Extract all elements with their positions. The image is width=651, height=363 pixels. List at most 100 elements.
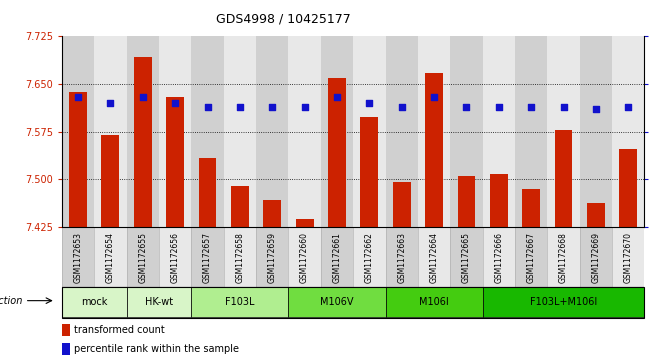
Bar xyxy=(418,227,450,287)
Point xyxy=(105,100,116,106)
Text: F103L+M106I: F103L+M106I xyxy=(530,297,597,307)
Bar xyxy=(482,287,644,317)
Text: GSM1172663: GSM1172663 xyxy=(397,232,406,283)
Bar xyxy=(353,227,385,287)
Text: GSM1172660: GSM1172660 xyxy=(300,232,309,283)
Point xyxy=(137,94,148,100)
Text: F103L: F103L xyxy=(225,297,255,307)
Point xyxy=(73,94,83,100)
Text: GSM1172669: GSM1172669 xyxy=(592,232,600,283)
Point xyxy=(202,104,213,110)
Point xyxy=(559,104,569,110)
Bar xyxy=(62,343,70,355)
Bar xyxy=(619,149,637,227)
Bar xyxy=(199,158,216,227)
Point xyxy=(493,104,504,110)
Point xyxy=(299,104,310,110)
Text: GSM1172661: GSM1172661 xyxy=(333,232,342,282)
Text: GSM1172665: GSM1172665 xyxy=(462,232,471,283)
Bar xyxy=(580,227,612,287)
Point xyxy=(623,104,633,110)
Text: GSM1172670: GSM1172670 xyxy=(624,232,633,283)
Bar xyxy=(321,36,353,227)
Text: GSM1172658: GSM1172658 xyxy=(236,232,244,282)
Text: M106I: M106I xyxy=(419,297,449,307)
Bar xyxy=(231,185,249,227)
Bar xyxy=(612,36,644,227)
Bar xyxy=(191,287,288,317)
Bar xyxy=(515,36,547,227)
Text: GSM1172662: GSM1172662 xyxy=(365,232,374,282)
Point xyxy=(462,104,472,110)
Bar xyxy=(62,324,70,336)
Bar xyxy=(580,36,612,227)
Bar xyxy=(264,200,281,227)
Text: GSM1172655: GSM1172655 xyxy=(138,232,147,283)
Text: GSM1172668: GSM1172668 xyxy=(559,232,568,282)
Bar xyxy=(361,117,378,227)
Bar xyxy=(94,36,126,227)
Text: percentile rank within the sample: percentile rank within the sample xyxy=(74,344,239,354)
Point xyxy=(364,100,374,106)
Bar xyxy=(393,182,411,227)
Bar xyxy=(288,287,385,317)
Bar xyxy=(321,227,353,287)
Point xyxy=(332,94,342,100)
Text: GSM1172653: GSM1172653 xyxy=(74,232,83,283)
Bar xyxy=(522,189,540,227)
Bar xyxy=(126,227,159,287)
Bar xyxy=(547,36,580,227)
Bar xyxy=(385,287,482,317)
Bar xyxy=(587,203,605,227)
Bar xyxy=(490,174,508,227)
Bar xyxy=(450,36,482,227)
Bar xyxy=(102,135,119,227)
Point xyxy=(526,104,536,110)
Point xyxy=(234,104,245,110)
Bar xyxy=(126,36,159,227)
Bar xyxy=(450,227,482,287)
Text: GSM1172659: GSM1172659 xyxy=(268,232,277,283)
Bar xyxy=(256,227,288,287)
Bar xyxy=(385,36,418,227)
Bar xyxy=(256,36,288,227)
Point xyxy=(590,106,601,112)
Bar xyxy=(328,78,346,227)
Text: GDS4998 / 10425177: GDS4998 / 10425177 xyxy=(216,12,351,25)
Bar xyxy=(288,36,321,227)
Text: mock: mock xyxy=(81,297,107,307)
Text: GSM1172657: GSM1172657 xyxy=(203,232,212,283)
Bar xyxy=(547,227,580,287)
Text: GSM1172666: GSM1172666 xyxy=(494,232,503,283)
Bar xyxy=(62,36,94,227)
Point xyxy=(267,104,277,110)
Bar xyxy=(224,227,256,287)
Bar xyxy=(224,36,256,227)
Text: GSM1172664: GSM1172664 xyxy=(430,232,439,283)
Bar xyxy=(191,36,224,227)
Text: GSM1172654: GSM1172654 xyxy=(106,232,115,283)
Bar xyxy=(296,219,314,227)
Bar xyxy=(418,36,450,227)
Bar xyxy=(612,227,644,287)
Text: infection: infection xyxy=(0,295,23,306)
Text: HK-wt: HK-wt xyxy=(145,297,173,307)
Bar xyxy=(385,227,418,287)
Bar xyxy=(353,36,385,227)
Bar xyxy=(515,227,547,287)
Bar xyxy=(126,287,191,317)
Bar xyxy=(94,227,126,287)
Point xyxy=(396,104,407,110)
Bar xyxy=(166,97,184,227)
Text: GSM1172656: GSM1172656 xyxy=(171,232,180,283)
Bar xyxy=(134,57,152,227)
Bar xyxy=(425,73,443,227)
Text: GSM1172667: GSM1172667 xyxy=(527,232,536,283)
Point xyxy=(429,94,439,100)
Bar xyxy=(62,287,126,317)
Bar xyxy=(482,227,515,287)
Text: M106V: M106V xyxy=(320,297,353,307)
Point xyxy=(170,100,180,106)
Bar xyxy=(159,36,191,227)
Bar xyxy=(191,227,224,287)
